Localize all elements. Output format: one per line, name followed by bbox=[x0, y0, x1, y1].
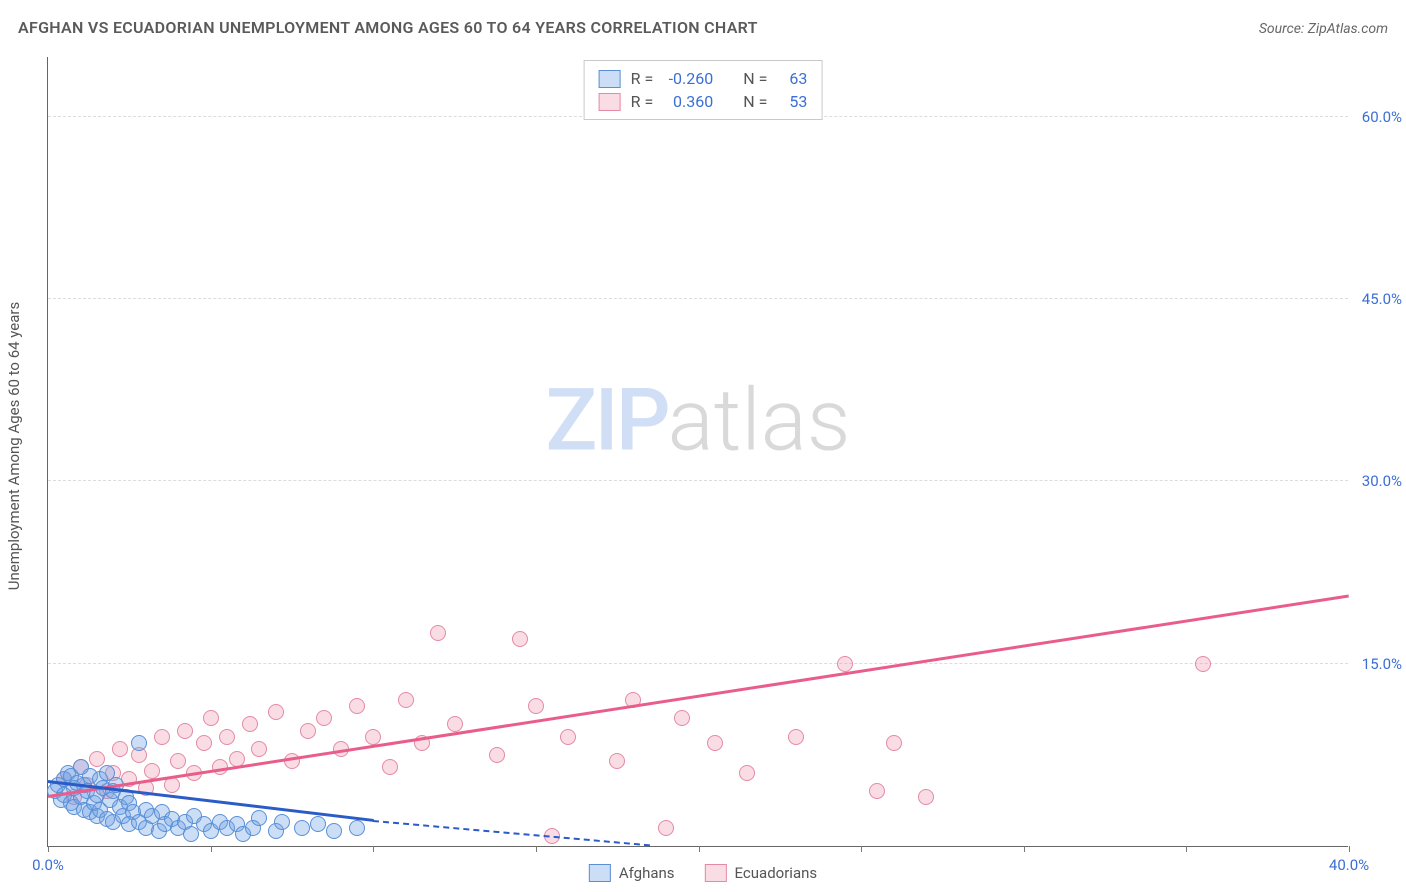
x-tick-label: 40.0% bbox=[1329, 856, 1369, 874]
swatch-afghans-icon bbox=[589, 864, 611, 882]
y-tick-label: 30.0% bbox=[1362, 472, 1402, 490]
legend-item-ecuadorians: Ecuadorians bbox=[705, 864, 818, 882]
scatter-chart: ZIPatlas 15.0%30.0%45.0%60.0%0.0%40.0% bbox=[47, 57, 1348, 847]
point-ecuadorians bbox=[284, 753, 300, 769]
swatch-afghans-icon bbox=[599, 70, 621, 88]
point-ecuadorians bbox=[609, 753, 625, 769]
swatch-ecuadorians-icon bbox=[705, 864, 727, 882]
series-legend: Afghans Ecuadorians bbox=[589, 864, 817, 882]
point-ecuadorians bbox=[739, 765, 755, 781]
gridline bbox=[48, 663, 1348, 664]
stats-legend: R = -0.260 N = 63 R = 0.360 N = 53 bbox=[584, 60, 823, 120]
point-ecuadorians bbox=[203, 710, 219, 726]
point-ecuadorians bbox=[89, 751, 105, 767]
stats-row-b: R = 0.360 N = 53 bbox=[599, 90, 808, 113]
trend-afghans-extrapolated bbox=[373, 820, 650, 846]
point-ecuadorians bbox=[512, 631, 528, 647]
trend-ecuadorians bbox=[48, 594, 1349, 797]
gridline bbox=[48, 298, 1348, 299]
point-afghans bbox=[310, 816, 326, 832]
point-afghans bbox=[251, 810, 267, 826]
point-ecuadorians bbox=[154, 729, 170, 745]
point-ecuadorians bbox=[251, 741, 267, 757]
point-ecuadorians bbox=[398, 692, 414, 708]
point-afghans bbox=[326, 823, 342, 839]
point-afghans bbox=[349, 820, 365, 836]
chart-title: AFGHAN VS ECUADORIAN UNEMPLOYMENT AMONG … bbox=[18, 18, 758, 37]
point-ecuadorians bbox=[382, 759, 398, 775]
point-afghans bbox=[294, 820, 310, 836]
point-ecuadorians bbox=[219, 729, 235, 745]
stats-row-a: R = -0.260 N = 63 bbox=[599, 67, 808, 90]
point-ecuadorians bbox=[196, 735, 212, 751]
x-tick bbox=[211, 846, 212, 852]
point-ecuadorians bbox=[164, 777, 180, 793]
point-ecuadorians bbox=[430, 625, 446, 641]
point-ecuadorians bbox=[918, 789, 934, 805]
point-ecuadorians bbox=[1195, 656, 1211, 672]
x-tick bbox=[373, 846, 374, 852]
point-ecuadorians bbox=[869, 783, 885, 799]
y-tick-label: 15.0% bbox=[1362, 655, 1402, 673]
gridline bbox=[48, 480, 1348, 481]
point-ecuadorians bbox=[707, 735, 723, 751]
point-afghans bbox=[131, 735, 147, 751]
point-ecuadorians bbox=[349, 698, 365, 714]
point-ecuadorians bbox=[365, 729, 381, 745]
point-ecuadorians bbox=[788, 729, 804, 745]
x-tick bbox=[48, 846, 49, 852]
point-ecuadorians bbox=[316, 710, 332, 726]
x-tick bbox=[536, 846, 537, 852]
y-tick-label: 60.0% bbox=[1362, 108, 1402, 126]
point-ecuadorians bbox=[447, 716, 463, 732]
source-attribution: Source: ZipAtlas.com bbox=[1259, 21, 1388, 37]
x-tick bbox=[1186, 846, 1187, 852]
point-ecuadorians bbox=[300, 723, 316, 739]
point-ecuadorians bbox=[886, 735, 902, 751]
point-ecuadorians bbox=[112, 741, 128, 757]
point-ecuadorians bbox=[674, 710, 690, 726]
point-ecuadorians bbox=[489, 747, 505, 763]
point-ecuadorians bbox=[658, 820, 674, 836]
point-ecuadorians bbox=[560, 729, 576, 745]
point-ecuadorians bbox=[242, 716, 258, 732]
legend-item-afghans: Afghans bbox=[589, 864, 675, 882]
point-ecuadorians bbox=[268, 704, 284, 720]
point-ecuadorians bbox=[144, 763, 160, 779]
point-ecuadorians bbox=[528, 698, 544, 714]
swatch-ecuadorians-icon bbox=[599, 93, 621, 111]
watermark: ZIPatlas bbox=[546, 369, 851, 470]
y-axis-label: Unemployment Among Ages 60 to 64 years bbox=[5, 302, 23, 590]
x-tick-label: 0.0% bbox=[32, 856, 64, 874]
point-afghans bbox=[274, 814, 290, 830]
point-ecuadorians bbox=[170, 753, 186, 769]
point-ecuadorians bbox=[837, 656, 853, 672]
x-tick bbox=[1349, 846, 1350, 852]
point-ecuadorians bbox=[177, 723, 193, 739]
x-tick bbox=[699, 846, 700, 852]
x-tick bbox=[861, 846, 862, 852]
y-tick-label: 45.0% bbox=[1362, 290, 1402, 308]
x-tick bbox=[1024, 846, 1025, 852]
